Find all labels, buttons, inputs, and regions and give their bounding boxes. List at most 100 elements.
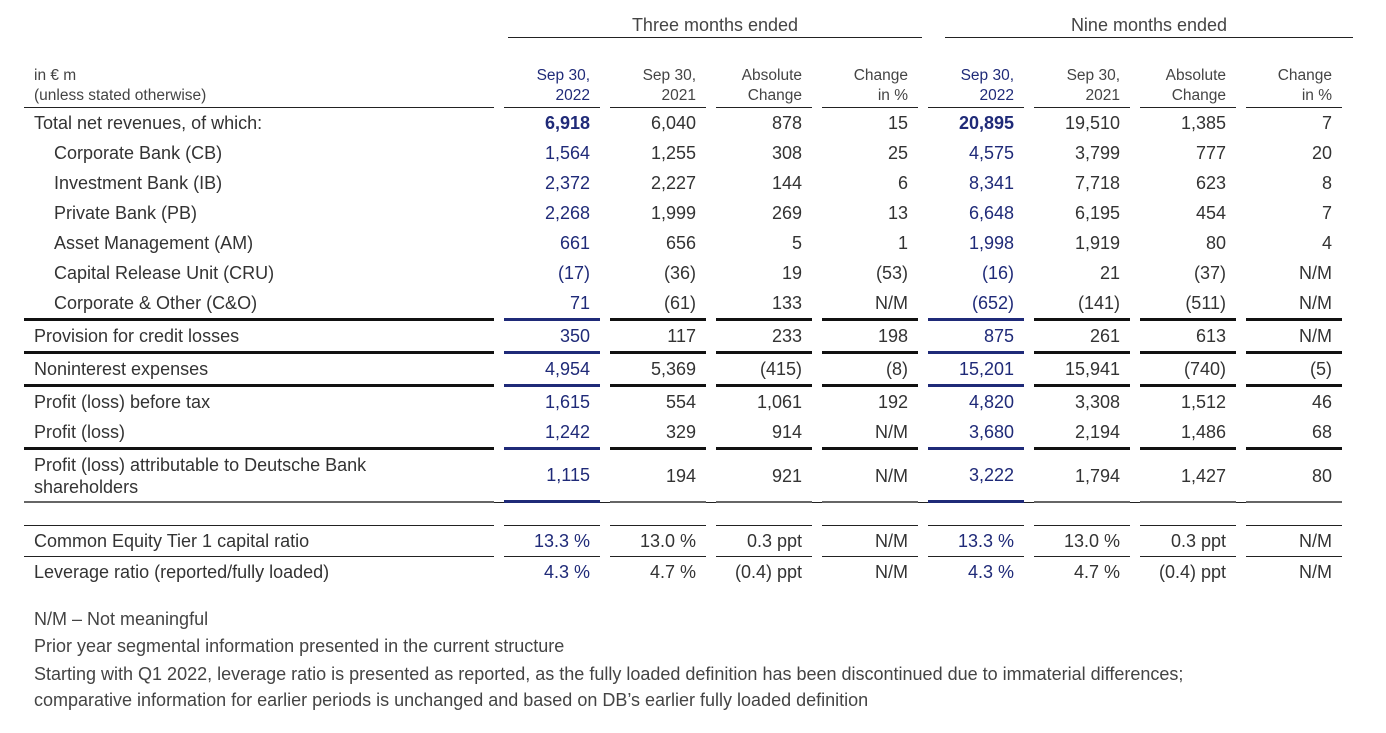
row-label: Corporate Bank (CB) [54, 143, 223, 163]
column-gap [918, 417, 928, 450]
value-cell: 13.0 % [610, 525, 706, 556]
value-cell: 4,820 [968, 392, 1014, 412]
table-row: Noninterest expenses 4,954 5,369 (415) (8) 15… [24, 354, 1342, 387]
column-gap [494, 417, 504, 450]
value-cell: 656 [665, 233, 696, 253]
column-gap [706, 168, 716, 198]
column-gap [1130, 387, 1140, 417]
value-cell: 777 [1195, 143, 1226, 163]
value-cell: 613 [1140, 321, 1236, 354]
column-gap [812, 108, 822, 138]
value-cell: (61) [610, 288, 706, 321]
value-cell: 1,486 [1140, 417, 1236, 450]
table-row: Corporate & Other (C&O) 71 (61) 133 N/M (652)… [24, 288, 1342, 321]
column-header-2: Absolute Change [716, 66, 812, 108]
column-gap [812, 198, 822, 228]
value-cell: 6,648 [968, 203, 1014, 223]
row-label: Profit (loss) [24, 417, 494, 450]
column-gap [706, 417, 716, 450]
value-cell: (415) [716, 354, 812, 387]
column-gap [1236, 258, 1246, 288]
value-cell: (0.4) ppt [1140, 556, 1236, 587]
column-gap [1130, 168, 1140, 198]
column-gap [812, 525, 822, 556]
column-header-line1: Change [1277, 67, 1332, 84]
column-header-line1: Sep 30, [960, 67, 1014, 84]
column-header-line2: 2022 [979, 87, 1014, 104]
column-gap [706, 198, 716, 228]
column-gap [600, 556, 610, 587]
column-gap [918, 354, 928, 387]
table-row: Profit (loss) attributable to Deutsche B… [24, 450, 1342, 503]
value-cell: 1,255 [650, 143, 696, 163]
value-cell: (53) [875, 263, 908, 283]
column-gap [494, 450, 504, 503]
value-cell: (37) [1193, 263, 1226, 283]
nine-months-header: Nine months ended [945, 14, 1353, 38]
column-gap [706, 556, 716, 587]
column-gap [812, 138, 822, 168]
column-header-line2: 2021 [1085, 87, 1120, 104]
column-gap [600, 387, 610, 417]
value-cell: (8) [822, 354, 918, 387]
column-header-line2: Change [1171, 87, 1226, 104]
column-gap [918, 66, 928, 108]
value-cell: 15 [887, 113, 908, 133]
table-row: Private Bank (PB) 2,268 1,999 269 13 6,648 6,1… [24, 198, 1342, 228]
column-gap [918, 288, 928, 321]
value-cell: 1,794 [1034, 450, 1130, 503]
column-header-6: Absolute Change [1140, 66, 1236, 108]
value-cell: 261 [1034, 321, 1130, 354]
column-header-line1: Sep 30, [536, 67, 590, 84]
column-header-4: Sep 30, 2022 [928, 66, 1024, 108]
value-cell: 4 [1321, 233, 1332, 253]
value-cell: (36) [663, 263, 696, 283]
column-gap [1130, 228, 1140, 258]
value-cell: 194 [610, 450, 706, 503]
value-cell: 350 [504, 321, 600, 354]
column-header-line1: Absolute [741, 67, 802, 84]
footnote-nm: N/M – Not meaningful [34, 609, 209, 629]
column-gap [494, 108, 504, 138]
value-cell: 19 [781, 263, 802, 283]
column-gap [918, 525, 928, 556]
value-cell: 7 [1321, 113, 1332, 133]
column-gap [918, 138, 928, 168]
value-cell: 623 [1195, 173, 1226, 193]
column-gap [1130, 288, 1140, 321]
column-gap [494, 168, 504, 198]
column-gap [812, 258, 822, 288]
value-cell: (652) [928, 288, 1024, 321]
column-gap [918, 387, 928, 417]
column-gap [1236, 228, 1246, 258]
column-gap [706, 321, 716, 354]
value-cell: 914 [716, 417, 812, 450]
column-header-7: Change in % [1246, 66, 1342, 108]
column-gap [918, 258, 928, 288]
value-cell: 2,372 [544, 173, 590, 193]
value-cell: 13 [887, 203, 908, 223]
column-gap [1236, 450, 1246, 503]
column-gap [1024, 228, 1034, 258]
column-gap [812, 354, 822, 387]
value-cell: N/M [822, 525, 918, 556]
column-gap [706, 288, 716, 321]
column-gap [1024, 288, 1034, 321]
column-gap [1236, 138, 1246, 168]
column-gap [494, 354, 504, 387]
column-gap [1236, 525, 1246, 556]
column-header-row: in € m (unless stated otherwise) Sep 30, 20… [24, 66, 1342, 108]
column-header-line1: Sep 30, [1066, 67, 1120, 84]
column-gap [918, 168, 928, 198]
column-header-line1: Change [853, 67, 908, 84]
column-gap [1130, 525, 1140, 556]
column-gap [494, 556, 504, 587]
column-gap [706, 258, 716, 288]
three-months-header: Three months ended [508, 14, 922, 38]
column-gap [1130, 556, 1140, 587]
column-gap [706, 387, 716, 417]
column-gap [494, 66, 504, 108]
row-label: Corporate & Other (C&O) [24, 288, 494, 321]
value-cell: 198 [822, 321, 918, 354]
column-gap [1024, 387, 1034, 417]
